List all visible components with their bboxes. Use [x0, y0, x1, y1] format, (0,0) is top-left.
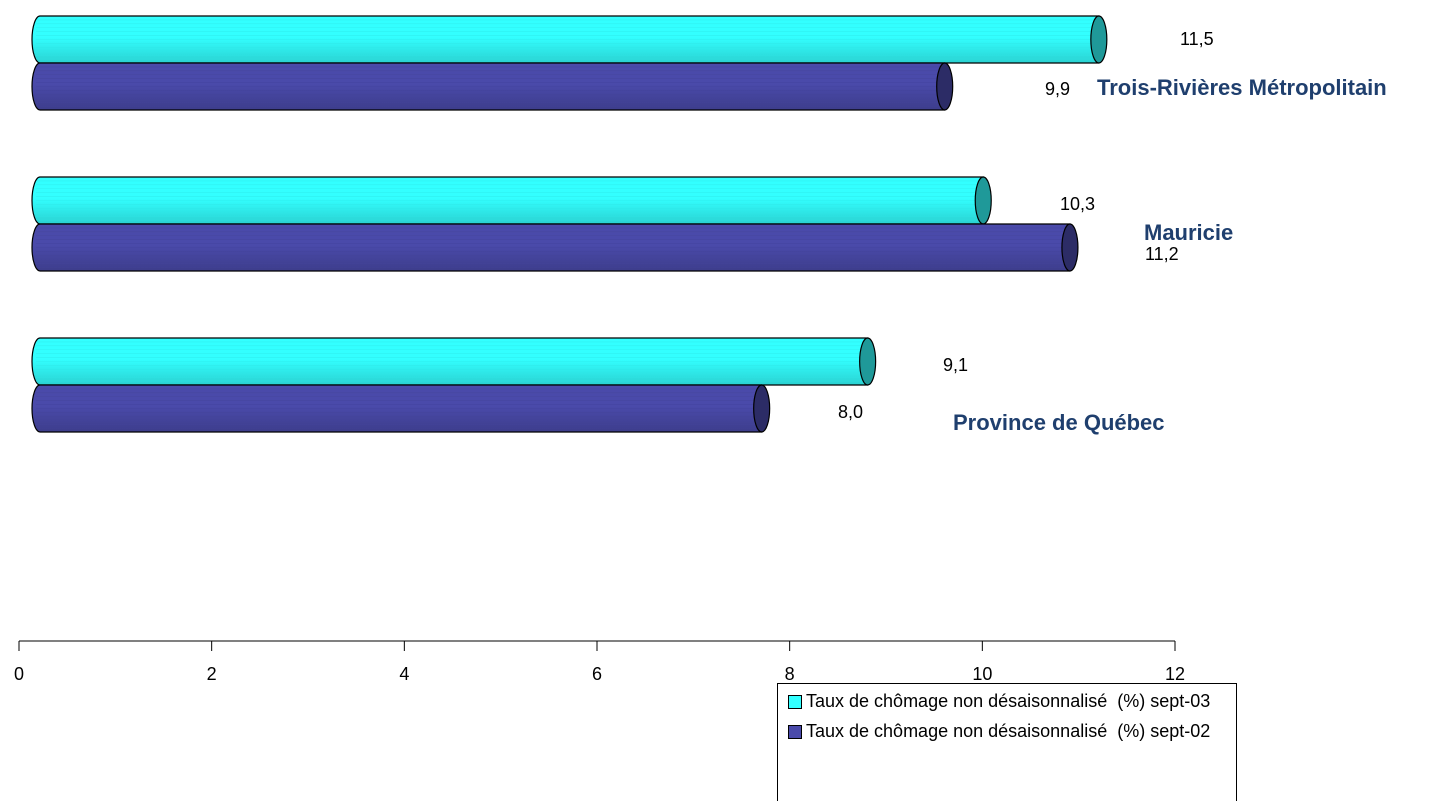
- chart-legend: Taux de chômage non désaisonnalisé (%) s…: [777, 683, 1237, 801]
- x-tick-label-2: 4: [399, 664, 409, 684]
- legend-item-sept-02: Taux de chômage non désaisonnalisé (%) s…: [788, 720, 1228, 742]
- legend-swatch-sept-03: [788, 695, 802, 709]
- x-tick-label-5: 10: [972, 664, 992, 684]
- x-tick-label-6: 12: [1165, 664, 1185, 684]
- value-label-2-1: 8,0: [838, 402, 863, 422]
- value-label-1-1: 11,2: [1145, 244, 1179, 264]
- legend-label-sept-03: Taux de chômage non désaisonnalisé (%) s…: [806, 691, 1211, 711]
- bar-trois-rivieres-sept-03: [31, 15, 1108, 64]
- bar-mauricie-sept-02: [31, 223, 1079, 272]
- x-tick-label-4: 8: [785, 664, 795, 684]
- x-tick-label-1: 2: [207, 664, 217, 684]
- x-tick-label-0: 0: [14, 664, 24, 684]
- category-label-0: Trois-Rivières Métropolitain: [1097, 75, 1387, 100]
- x-tick-label-3: 6: [592, 664, 602, 684]
- legend-swatch-sept-02: [788, 725, 802, 739]
- value-label-0-0: 11,5: [1180, 29, 1214, 49]
- category-label-1: Mauricie: [1144, 220, 1233, 245]
- value-label-0-1: 9,9: [1045, 79, 1070, 99]
- legend-label-sept-02: Taux de chômage non désaisonnalisé (%) s…: [806, 721, 1211, 741]
- bar-mauricie-sept-03: [31, 176, 992, 225]
- value-label-2-0: 9,1: [943, 355, 968, 375]
- category-label-2: Province de Québec: [953, 410, 1165, 435]
- legend-item-sept-03: Taux de chômage non désaisonnalisé (%) s…: [788, 690, 1228, 712]
- bar-trois-rivieres-sept-02: [31, 62, 954, 111]
- value-label-1-0: 10,3: [1060, 194, 1095, 214]
- bar-province-quebec-sept-02: [31, 384, 771, 433]
- bar-province-quebec-sept-03: [31, 337, 877, 386]
